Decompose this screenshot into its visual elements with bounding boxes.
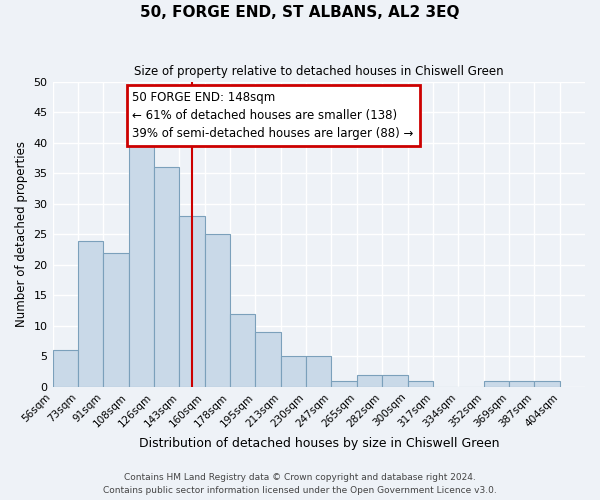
Bar	[53, 350, 78, 387]
Bar	[484, 381, 509, 387]
Bar	[407, 381, 433, 387]
Bar	[281, 356, 306, 387]
Text: 50, FORGE END, ST ALBANS, AL2 3EQ: 50, FORGE END, ST ALBANS, AL2 3EQ	[140, 5, 460, 20]
X-axis label: Distribution of detached houses by size in Chiswell Green: Distribution of detached houses by size …	[139, 437, 499, 450]
Text: 50 FORGE END: 148sqm
← 61% of detached houses are smaller (138)
39% of semi-deta: 50 FORGE END: 148sqm ← 61% of detached h…	[133, 91, 414, 140]
Bar	[230, 314, 256, 387]
Title: Size of property relative to detached houses in Chiswell Green: Size of property relative to detached ho…	[134, 65, 503, 78]
Bar	[205, 234, 230, 387]
Bar	[331, 381, 357, 387]
Bar	[154, 168, 179, 387]
Text: Contains HM Land Registry data © Crown copyright and database right 2024.
Contai: Contains HM Land Registry data © Crown c…	[103, 474, 497, 495]
Bar	[128, 130, 154, 387]
Bar	[357, 374, 382, 387]
Bar	[509, 381, 534, 387]
Bar	[256, 332, 281, 387]
Bar	[306, 356, 331, 387]
Bar	[78, 240, 103, 387]
Y-axis label: Number of detached properties: Number of detached properties	[15, 142, 28, 328]
Bar	[103, 252, 128, 387]
Bar	[179, 216, 205, 387]
Bar	[382, 374, 407, 387]
Bar	[534, 381, 560, 387]
